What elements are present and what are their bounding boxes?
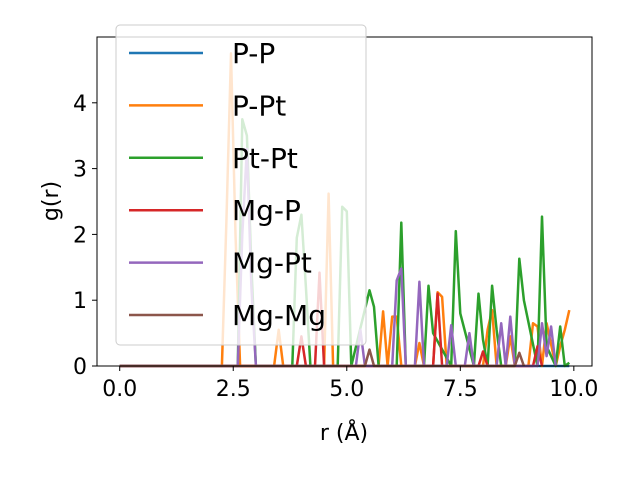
x-tick-label: 0.0 — [102, 377, 137, 402]
x-tick-label: 2.5 — [216, 377, 251, 402]
y-axis-label: g(r) — [39, 181, 64, 221]
y-tick-label: 1 — [73, 289, 87, 314]
legend-label: P-Pt — [232, 89, 286, 122]
y-axis-ticks: 0 1 2 3 4 — [73, 92, 97, 380]
y-tick-label: 2 — [73, 223, 87, 248]
x-axis-label: r (Å) — [320, 419, 368, 446]
x-tick-label: 5.0 — [329, 377, 364, 402]
x-tick-label: 7.5 — [443, 377, 478, 402]
legend: P-P P-Pt Pt-Pt Mg-P Mg-Pt Mg-Mg — [115, 24, 367, 346]
legend-box — [115, 24, 367, 346]
y-tick-label: 0 — [73, 355, 87, 380]
legend-label: Pt-Pt — [232, 142, 298, 175]
legend-label: P-P — [232, 37, 275, 70]
y-tick-label: 4 — [73, 92, 87, 117]
legend-label: Mg-Pt — [232, 247, 312, 280]
x-axis-ticks: 0.0 2.5 5.0 7.5 10.0 — [102, 366, 598, 402]
legend-label: Mg-Mg — [232, 299, 326, 332]
x-tick-label: 10.0 — [549, 377, 598, 402]
y-tick-label: 3 — [73, 158, 87, 183]
legend-label: Mg-P — [232, 194, 301, 227]
